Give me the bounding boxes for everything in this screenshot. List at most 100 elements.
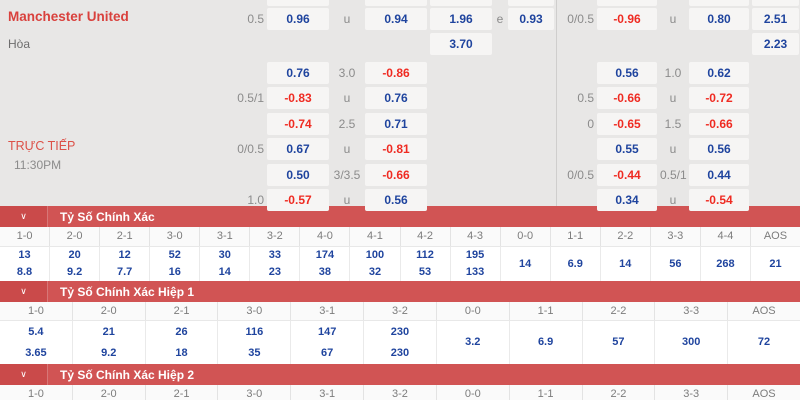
score-odds-column: 57	[581, 321, 655, 364]
score-odds-value[interactable]: 300	[682, 336, 701, 348]
odds-cell[interactable]: 0.56	[597, 62, 657, 84]
score-odds-column: 174 38	[299, 247, 349, 281]
score-odds-value[interactable]: 56	[669, 257, 682, 270]
score-odds-value[interactable]: 195	[465, 249, 485, 261]
line-label: 3/3.5	[333, 168, 361, 182]
score-odds-value[interactable]: 6.9	[537, 336, 554, 348]
odds-cell[interactable]: 0.76	[365, 87, 427, 109]
odds-cell[interactable]: 0.56	[689, 138, 749, 160]
odds-cell[interactable]: 0.50	[267, 164, 329, 186]
score-odds-value[interactable]: 116	[245, 325, 264, 338]
score-odds-value[interactable]: 133	[465, 266, 485, 278]
score-odds-value[interactable]: 32	[368, 266, 382, 278]
score-odds-value[interactable]: 5.4	[28, 325, 44, 338]
odds-cell[interactable]: 0.56	[365, 189, 427, 211]
score-odds-value[interactable]: 67	[321, 346, 334, 359]
score-column-header: 4-4	[699, 227, 750, 246]
odds-cell[interactable]: 3.70	[430, 33, 492, 55]
score-column-header: 2-1	[144, 302, 218, 320]
score-odds-value[interactable]: 30	[218, 249, 231, 261]
score-odds-value[interactable]: 230	[390, 346, 410, 359]
score-odds-value[interactable]: 112	[416, 249, 434, 261]
odds-cell[interactable]: 2.23	[752, 33, 799, 55]
odds-cell[interactable]: 0.55	[597, 138, 657, 160]
score-odds-value[interactable]: 53	[418, 266, 432, 278]
score-odds-value[interactable]: 9.2	[101, 346, 117, 359]
section-header-bar[interactable]: ∨ Tỷ Số Chính Xác Hiệp 1	[0, 281, 800, 302]
odds-cell[interactable]: 0.76	[267, 62, 329, 84]
score-odds-value[interactable]: 268	[716, 257, 735, 270]
score-odds-value[interactable]: 8.8	[16, 266, 33, 278]
score-odds-value[interactable]: 230	[390, 325, 410, 338]
odds-cell[interactable]: -0.96	[597, 8, 657, 30]
score-odds-value[interactable]: 6.9	[567, 257, 583, 270]
section-header-bar[interactable]: ∨ Tỷ Số Chính Xác Hiệp 2	[0, 364, 800, 385]
score-odds-value[interactable]: 16	[168, 266, 181, 278]
score-odds-value[interactable]: 174	[315, 249, 335, 261]
score-column-header: 4-3	[449, 227, 500, 246]
odds-cell[interactable]: -0.54	[689, 189, 749, 211]
odds-cell[interactable]: 0.34	[597, 189, 657, 211]
score-odds-value[interactable]: 14	[519, 257, 532, 270]
odds-cell[interactable]: -0.66	[689, 113, 749, 135]
score-odds-value[interactable]: 33	[268, 249, 281, 261]
chevron-down-icon[interactable]: ∨	[0, 206, 48, 227]
odds-cell[interactable]: -0.86	[365, 62, 427, 84]
handicap-label: 0.5/1	[237, 91, 264, 105]
line-label: e	[496, 12, 504, 26]
odds-row: 0 -0.65 1.5 -0.66	[560, 113, 799, 135]
odds-cell[interactable]: 0.62	[689, 62, 749, 84]
odds-cell[interactable]: -0.66	[597, 87, 657, 109]
score-odds-value[interactable]: 52	[168, 249, 181, 261]
chevron-down-icon[interactable]: ∨	[0, 364, 48, 385]
score-odds-value[interactable]: 23	[268, 266, 281, 278]
odds-cell[interactable]: -0.83	[267, 87, 329, 109]
odds-cell[interactable]: 0.96	[267, 8, 329, 30]
score-odds-value[interactable]: 21	[102, 325, 115, 338]
score-odds-value[interactable]: 14	[619, 257, 632, 270]
score-odds-value[interactable]: 21	[769, 257, 782, 270]
odds-cell[interactable]: -0.81	[365, 138, 427, 160]
odds-cell[interactable]: 2.51	[752, 8, 799, 30]
score-column-header: 0-0	[435, 302, 509, 320]
score-odds-value[interactable]: 57	[612, 336, 625, 348]
odds-cell[interactable]: 0.44	[689, 164, 749, 186]
odds-cell[interactable]: 0.67	[267, 138, 329, 160]
score-column-header: 3-3	[649, 227, 700, 246]
score-odds-value[interactable]: 13	[18, 249, 31, 261]
score-odds-value[interactable]: 3.65	[25, 346, 47, 359]
odds-cell[interactable]: -0.72	[689, 87, 749, 109]
score-odds-value[interactable]: 18	[175, 346, 188, 359]
odds-cell[interactable]: -0.74	[267, 113, 329, 135]
score-column-header: 3-3	[654, 302, 727, 320]
score-odds-value[interactable]: 26	[175, 325, 188, 338]
odds-cell[interactable]: -0.66	[365, 164, 427, 186]
score-odds-value[interactable]: 7.7	[117, 266, 133, 278]
score-odds-value[interactable]: 72	[757, 336, 771, 348]
score-odds-value[interactable]: 9.2	[66, 266, 83, 278]
score-odds-value[interactable]: 12	[118, 249, 131, 261]
chevron-down-icon[interactable]: ∨	[0, 281, 48, 302]
score-odds-value[interactable]: 3.2	[465, 336, 481, 348]
score-odds-value[interactable]: 20	[68, 249, 81, 261]
score-odds-value[interactable]: 38	[318, 266, 332, 278]
section-header-bar[interactable]: ∨ Tỷ Số Chính Xác	[0, 206, 800, 227]
odds-cell[interactable]: 1.96	[430, 8, 492, 30]
odds-cell[interactable]: -0.57	[267, 189, 329, 211]
score-odds-value[interactable]: 100	[365, 249, 385, 261]
line-label: 2.5	[338, 117, 356, 131]
odds-cell[interactable]: -0.65	[597, 113, 657, 135]
handicap-label: 1.0	[247, 193, 264, 207]
match-odds-panel: Manchester United Hòa TRỰC TIẾP 11:30PM …	[0, 0, 800, 211]
handicap-label: 0/0.5	[567, 12, 594, 26]
score-odds-value[interactable]: 35	[248, 346, 261, 359]
score-odds-value[interactable]: 147	[317, 325, 337, 338]
score-column-header: 4-2	[399, 227, 450, 246]
odds-cell[interactable]: 0.93	[508, 8, 554, 30]
odds-row: 2.23	[560, 33, 799, 55]
odds-cell[interactable]: 0.94	[365, 8, 427, 30]
odds-cell[interactable]: 0.71	[365, 113, 427, 135]
odds-cell[interactable]: 0.80	[689, 8, 749, 30]
score-odds-value[interactable]: 14	[218, 266, 231, 278]
odds-cell[interactable]: -0.44	[597, 164, 657, 186]
